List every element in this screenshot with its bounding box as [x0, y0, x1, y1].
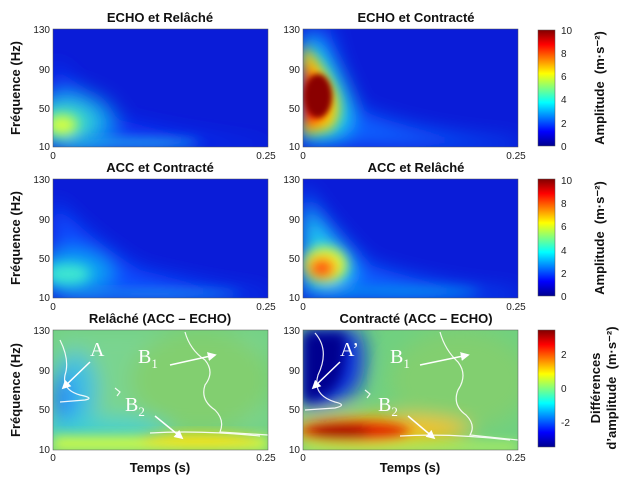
- y-tick: 50: [289, 104, 301, 115]
- panel-title: Relâché (ACC – ECHO): [89, 311, 231, 326]
- y-tick: 90: [289, 215, 301, 226]
- panel-title: ECHO et Relâché: [107, 10, 213, 25]
- panel-title: ACC et Relâché: [368, 160, 465, 175]
- panel-title: ECHO et Contracté: [357, 10, 474, 25]
- annotation-label: B1: [138, 346, 158, 371]
- heatmap: [53, 330, 268, 450]
- x-tick: 0: [300, 453, 306, 464]
- y-axis-label: Fréquence (Hz): [8, 41, 23, 135]
- y-tick: 130: [33, 326, 50, 337]
- annotation-label: B1: [390, 346, 410, 371]
- colorbar-tick: 2: [561, 350, 567, 361]
- panel-acc-contracte: ACC et Contracté 130 90 50 10 0 0.25 Fré…: [8, 160, 276, 313]
- y-tick: 50: [39, 254, 51, 265]
- y-tick: 10: [289, 142, 301, 153]
- x-tick: 0: [50, 151, 56, 162]
- x-axis-label: Temps (s): [380, 460, 440, 475]
- colorbar-tick: -2: [561, 418, 570, 429]
- y-tick: 90: [289, 65, 301, 76]
- annotation-label: B2: [378, 394, 398, 419]
- annotation-label: A: [90, 339, 105, 361]
- panel-title: Contracté (ACC – ECHO): [339, 311, 492, 326]
- y-tick: 50: [39, 104, 51, 115]
- y-tick: 90: [289, 366, 301, 377]
- x-axis-label: Temps (s): [130, 460, 190, 475]
- x-tick: 0.25: [506, 453, 526, 464]
- x-tick: 0.25: [506, 151, 526, 162]
- y-tick: 90: [39, 65, 51, 76]
- colorbar-label-line1: Différences: [588, 353, 603, 424]
- panel-diff-contracte: Contracté (ACC – ECHO) A’: [283, 311, 526, 475]
- y-tick: 130: [283, 326, 300, 337]
- y-tick: 10: [39, 293, 51, 304]
- y-tick: 130: [283, 25, 300, 36]
- x-tick: 0: [50, 453, 56, 464]
- y-tick: 50: [289, 254, 301, 265]
- panel-title: ACC et Contracté: [106, 160, 214, 175]
- colorbar-amplitude-top: 10 8 6 4 2 0 Amplitude (m·s⁻²): [537, 26, 607, 153]
- colorbar-label: Amplitude (m·s⁻²): [592, 31, 607, 145]
- colorbar-tick: 6: [561, 222, 567, 233]
- y-tick: 130: [283, 175, 300, 186]
- y-tick: 10: [289, 293, 301, 304]
- annotation-label: A’: [340, 339, 359, 361]
- colorbar-tick: 4: [561, 246, 567, 257]
- y-tick: 10: [39, 445, 51, 456]
- panel-echo-relache: ECHO et Relâché 130 90 50 10 0 0.25 Fréq…: [8, 10, 276, 162]
- colorbar-tick: 10: [561, 26, 573, 37]
- colorbar-tick: 8: [561, 49, 567, 60]
- y-axis-label: Fréquence (Hz): [8, 191, 23, 285]
- panel-diff-relache: Relâché (ACC – ECHO) A: [8, 311, 276, 475]
- colorbar-tick: 4: [561, 95, 567, 106]
- x-tick: 0: [50, 302, 56, 313]
- y-tick: 10: [289, 445, 301, 456]
- panel-acc-relache: ACC et Relâché 130 90 50 10 0 0.25: [283, 160, 526, 313]
- colorbar-tick: 0: [561, 142, 567, 153]
- heatmap: [303, 330, 518, 450]
- x-tick: 0.25: [256, 302, 276, 313]
- x-tick: 0: [300, 302, 306, 313]
- x-tick: 0: [300, 151, 306, 162]
- colorbar-amplitude-middle: 10 8 6 4 2 0 Amplitude (m·s⁻²): [537, 176, 607, 303]
- colorbar-tick: 8: [561, 199, 567, 210]
- y-axis-label: Fréquence (Hz): [8, 343, 23, 437]
- colorbar-differences: 2 0 -2 Différences d’amplitude (m·s⁻²): [537, 326, 619, 450]
- y-tick: 50: [289, 405, 301, 416]
- heatmap: [53, 179, 268, 298]
- annotation-label: B2: [125, 394, 145, 419]
- x-tick: 0.25: [506, 302, 526, 313]
- colorbar-tick: 0: [561, 292, 567, 303]
- colorbar-tick: 10: [561, 176, 573, 187]
- colorbar-label: Amplitude (m·s⁻²): [592, 181, 607, 295]
- y-tick: 50: [39, 405, 51, 416]
- colorbar-tick: 2: [561, 119, 567, 130]
- y-tick: 130: [33, 175, 50, 186]
- colorbar-tick: 6: [561, 72, 567, 83]
- colorbar-label-line2: d’amplitude (m·s⁻²): [604, 326, 619, 449]
- heatmap: [53, 29, 268, 147]
- heatmap: [303, 179, 518, 298]
- x-tick: 0.25: [256, 151, 276, 162]
- colorbar-tick: 2: [561, 269, 567, 280]
- y-tick: 130: [33, 25, 50, 36]
- y-tick: 90: [39, 215, 51, 226]
- panel-echo-contracte: ECHO et Contracté 130 90 50 10 0 0.25: [283, 10, 526, 162]
- x-tick: 0.25: [256, 453, 276, 464]
- y-tick: 10: [39, 142, 51, 153]
- heatmap: [303, 29, 518, 147]
- y-tick: 90: [39, 366, 51, 377]
- colorbar-tick: 0: [561, 384, 567, 395]
